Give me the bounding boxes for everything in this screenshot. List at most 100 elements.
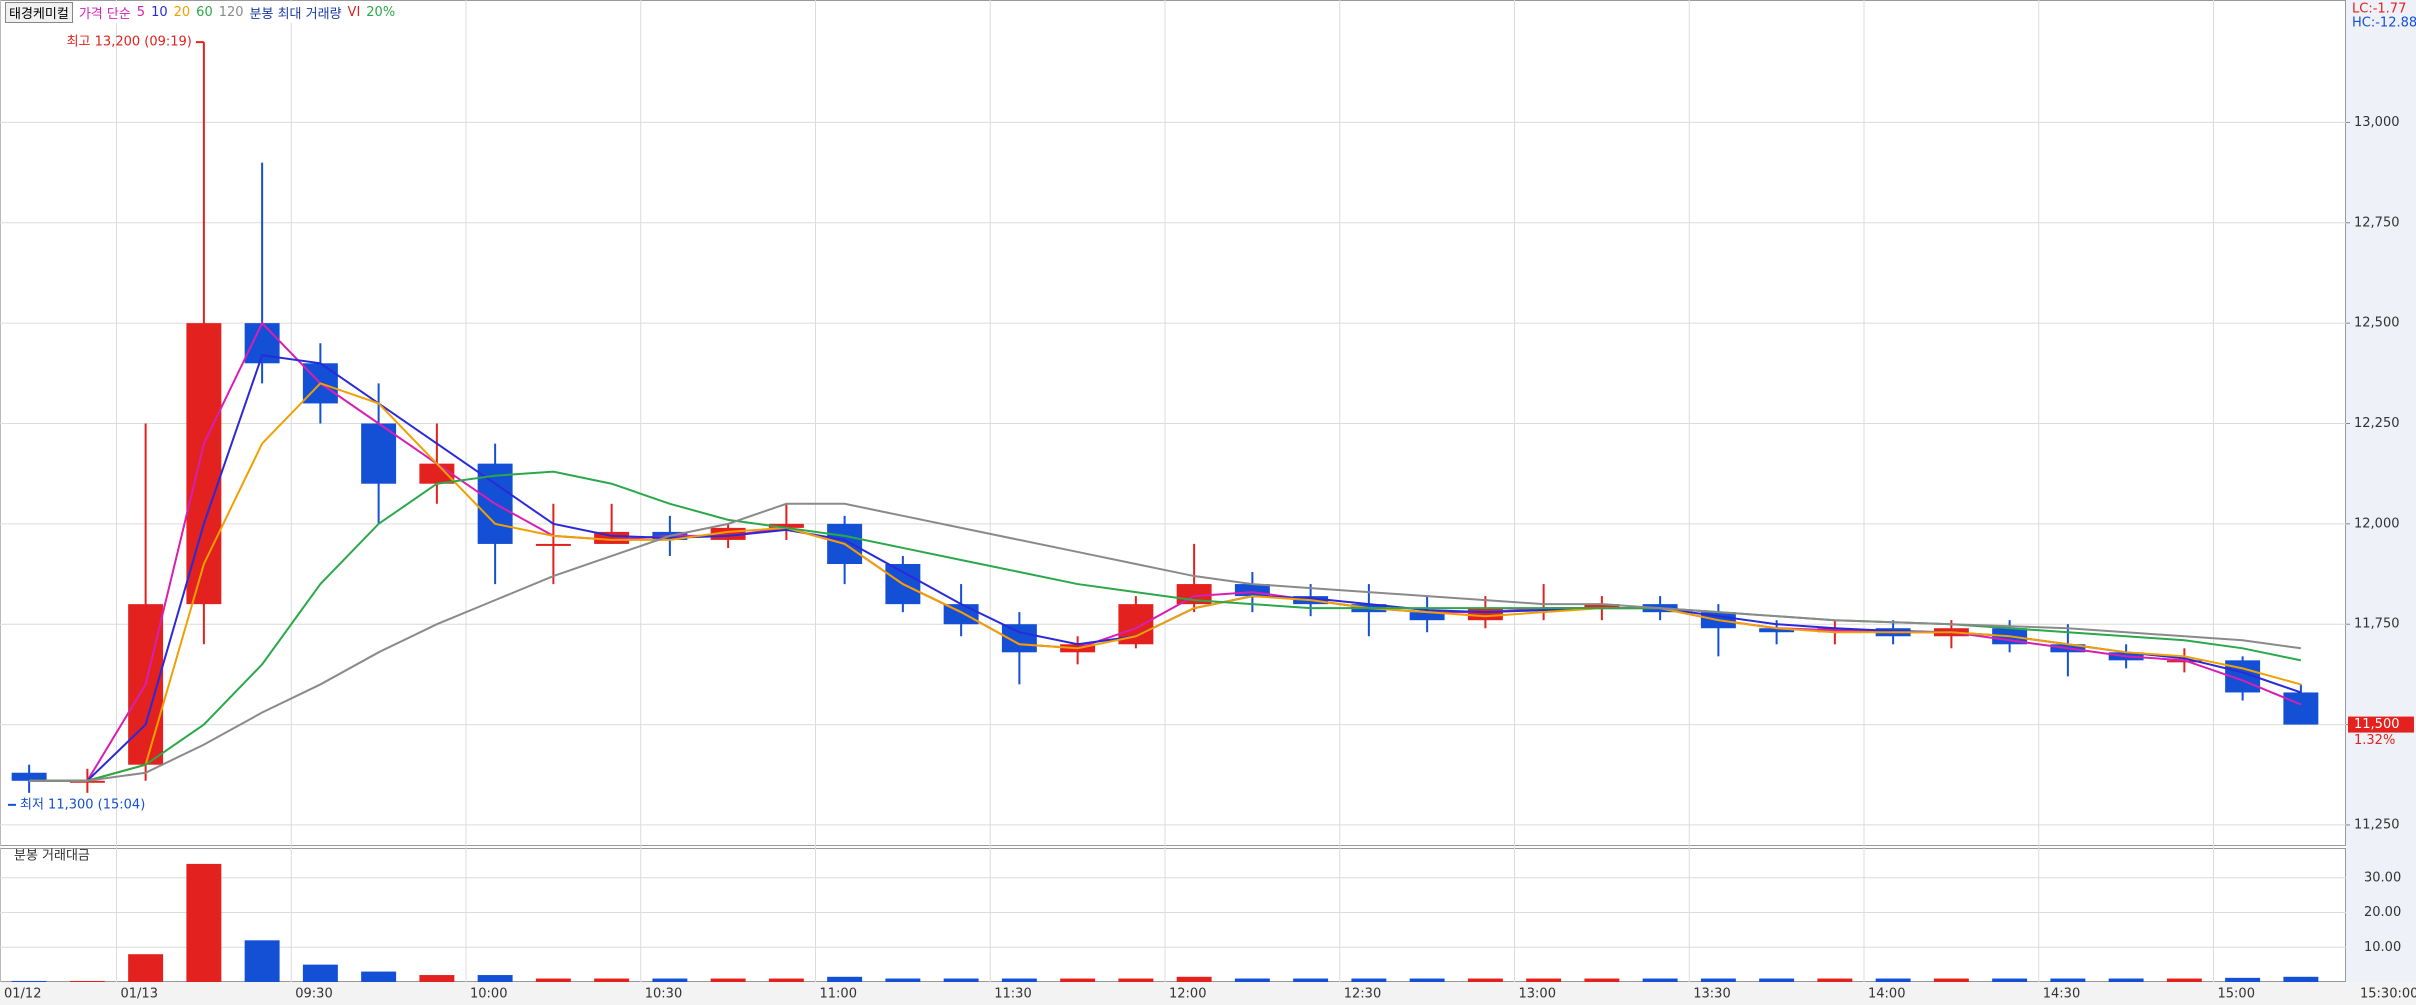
candle-body bbox=[1584, 604, 1620, 609]
ma-line bbox=[29, 382, 2302, 782]
volume-title: 분봉 거래대금 bbox=[14, 849, 90, 864]
volume-bar bbox=[1817, 978, 1853, 982]
y-tick-label: 12,000 bbox=[2354, 516, 2400, 531]
volume-bar bbox=[361, 971, 397, 982]
volume-bar bbox=[710, 978, 746, 982]
x-tick-label: 14:30 bbox=[2043, 987, 2080, 1002]
lc-label: LC:-1.77 bbox=[2352, 2, 2406, 17]
high-annotation: 최고 13,200 (09:19) bbox=[67, 35, 192, 50]
x-tick-label: 10:00 bbox=[470, 987, 507, 1002]
x-tick-label: 01/12 bbox=[4, 987, 41, 1002]
x-tick-label: 14:00 bbox=[1868, 987, 1905, 1002]
volume-bar bbox=[1409, 978, 1445, 982]
low-annotation: 최저 11,300 (15:04) bbox=[20, 797, 145, 812]
volume-bar bbox=[1001, 978, 1037, 982]
volume-bar bbox=[419, 975, 455, 982]
change-label: 1.32% bbox=[2354, 733, 2395, 748]
indicator: 분봉 최대 거래량 bbox=[249, 7, 342, 22]
volume-bar bbox=[2166, 978, 2202, 982]
volume-bar bbox=[1526, 978, 1562, 982]
volume-bar bbox=[128, 954, 164, 982]
candle-body bbox=[768, 523, 804, 528]
candle-body bbox=[361, 423, 397, 484]
volume-bar bbox=[2050, 978, 2086, 982]
candle-body bbox=[1467, 608, 1503, 621]
volume-bar bbox=[477, 975, 513, 982]
y-tick-label: 12,250 bbox=[2354, 416, 2400, 431]
x-tick-label: 12:30 bbox=[1344, 987, 1381, 1002]
candle-body bbox=[419, 463, 455, 484]
volume-bar bbox=[1933, 978, 1969, 982]
legend-prefix: 가격 단순 bbox=[78, 7, 131, 22]
marks: 최고 13,200 (09:19) 최저 11,300 (15:04) 11,500… bbox=[8, 35, 2414, 982]
volume-bar bbox=[244, 940, 280, 982]
candle-body bbox=[186, 323, 222, 605]
y-tick-label: 11,750 bbox=[2354, 617, 2400, 632]
volume-bar bbox=[943, 978, 979, 982]
legend-entry: 60 bbox=[196, 5, 213, 20]
legend-entry: 120 bbox=[218, 5, 244, 20]
price-label: 11,500 bbox=[2354, 717, 2400, 732]
x-axis-panel bbox=[0, 982, 2416, 1005]
y-tick-label: 11,250 bbox=[2354, 817, 2400, 832]
candle-body bbox=[11, 772, 47, 781]
volume-bar bbox=[1875, 978, 1911, 982]
volume-bar bbox=[535, 978, 571, 982]
indicator: VI bbox=[347, 5, 361, 20]
ma-line bbox=[29, 502, 2302, 782]
volume-bar bbox=[652, 978, 688, 982]
legend-entry: 5 bbox=[136, 5, 146, 20]
stock-name: 태경케미컬 bbox=[5, 2, 73, 23]
y-tick-label: 12,500 bbox=[2354, 316, 2400, 331]
legend: 태경케미컬 가격 단순 5 10 20 60 120 분봉 최대 거래량 VI 20% bbox=[2, 2, 399, 23]
y-tick-label: 30.00 bbox=[2364, 870, 2401, 885]
legend-entry: 10 bbox=[151, 5, 168, 20]
volume-bar bbox=[594, 978, 630, 982]
candle-body bbox=[2283, 692, 2319, 725]
volume-bar bbox=[1642, 978, 1678, 982]
volume-bar bbox=[2225, 977, 2261, 982]
axis-panel bbox=[2346, 0, 2416, 1005]
volume-bar bbox=[1351, 978, 1387, 982]
volume-bar bbox=[1293, 978, 1329, 982]
indicator: 20% bbox=[366, 5, 396, 20]
y-tick-label: 10.00 bbox=[2364, 940, 2401, 955]
volume-bar bbox=[2108, 978, 2144, 982]
hc-label: HC:-12.88 bbox=[2352, 16, 2416, 31]
volume-bar bbox=[1060, 978, 1096, 982]
volume-bar bbox=[1759, 978, 1795, 982]
y-tick-label: 13,000 bbox=[2354, 115, 2400, 130]
volume-bar bbox=[1176, 976, 1212, 982]
volume-bar bbox=[69, 980, 105, 982]
volume-bar bbox=[1584, 978, 1620, 982]
volume-bar bbox=[1700, 978, 1736, 982]
candle-body bbox=[535, 543, 571, 546]
volume-bar bbox=[1992, 978, 2028, 982]
volume-bar bbox=[827, 976, 863, 982]
x-tick-label: 12:00 bbox=[1169, 987, 1206, 1002]
x-tick-label: 15:00 bbox=[2218, 987, 2255, 1002]
x-tick-label: 09:30 bbox=[295, 987, 332, 1002]
x-tick-label: 01/13 bbox=[121, 987, 158, 1002]
volume-bar bbox=[1234, 978, 1270, 982]
volume-bar bbox=[2283, 976, 2319, 982]
x-end-label: 15:30:00 bbox=[2360, 987, 2416, 1002]
volume-bar bbox=[1118, 978, 1154, 982]
candle-body bbox=[1409, 612, 1445, 621]
y-tick-label: 20.00 bbox=[2364, 905, 2401, 920]
volume-bar bbox=[302, 964, 338, 982]
x-tick-label: 13:30 bbox=[1693, 987, 1730, 1002]
x-tick-label: 10:30 bbox=[645, 987, 682, 1002]
legend-entry: 20 bbox=[173, 5, 191, 20]
volume-bar bbox=[768, 978, 804, 982]
volume-bar bbox=[1467, 978, 1503, 982]
volume-bar bbox=[885, 978, 921, 982]
y-tick-label: 12,750 bbox=[2354, 215, 2400, 230]
volume-frame bbox=[0, 848, 2346, 982]
volume-bar bbox=[11, 980, 47, 982]
x-tick-label: 11:00 bbox=[820, 987, 857, 1002]
price-box bbox=[2348, 716, 2414, 733]
